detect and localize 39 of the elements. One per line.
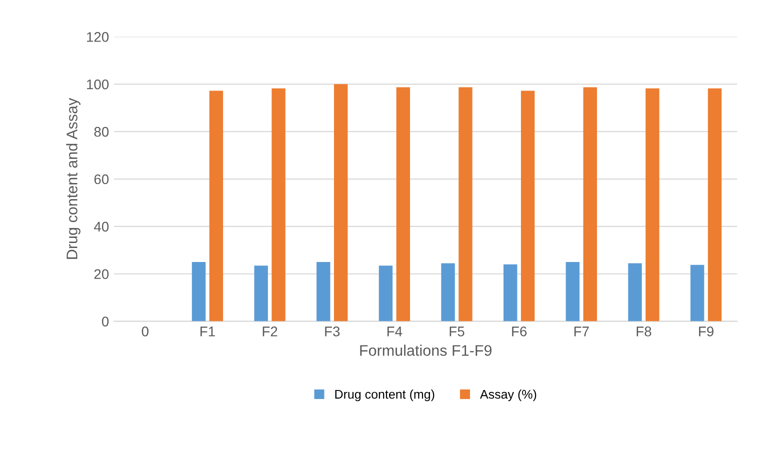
- bar: [254, 266, 268, 322]
- bar: [378, 266, 393, 322]
- x-tick-label: F2: [262, 326, 278, 336]
- x-tick-label: F1: [200, 326, 215, 336]
- bar: [334, 84, 348, 322]
- bar: [441, 263, 455, 322]
- bar: [396, 87, 410, 322]
- bar: [458, 87, 472, 322]
- y-tick-label: 20: [94, 269, 109, 280]
- bar: [504, 264, 518, 322]
- bar: [708, 88, 722, 322]
- x-tick-label: F7: [574, 326, 589, 336]
- x-axis-title: Formulations F1-F9: [360, 344, 492, 356]
- bar: [209, 90, 224, 322]
- y-tick-label: 80: [94, 126, 109, 137]
- bar: [566, 262, 580, 322]
- bar: [272, 88, 286, 322]
- x-tick-label: F5: [450, 326, 464, 336]
- x-tick-label: F8: [636, 326, 652, 336]
- bar: [316, 262, 330, 322]
- x-tick-label: F4: [387, 326, 402, 336]
- x-tick-label: F6: [512, 326, 527, 336]
- bar: [628, 263, 642, 322]
- y-axis-title: Drug content and Assay: [66, 98, 80, 259]
- legend-label: Drug content (mg): [335, 390, 434, 402]
- y-tick-label: 100: [87, 79, 109, 90]
- y-tick-label: 120: [87, 32, 109, 42]
- bar: [583, 87, 597, 322]
- bar: [520, 90, 535, 322]
- bar: [646, 88, 660, 322]
- x-tick-label: F3: [325, 326, 340, 336]
- bar: [690, 264, 704, 322]
- y-tick-label: 40: [94, 222, 109, 232]
- legend-label: Assay (%): [480, 390, 536, 402]
- y-tick-label: 60: [94, 174, 109, 184]
- y-tick-label: 0: [102, 316, 109, 326]
- x-tick-label: 0: [142, 326, 148, 336]
- x-tick-label: F9: [699, 326, 714, 336]
- bar: [192, 262, 206, 322]
